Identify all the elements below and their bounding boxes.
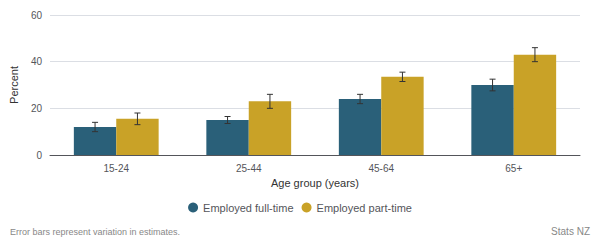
svg-text:Employed full-time: Employed full-time [203,202,293,214]
svg-text:Age group (years): Age group (years) [271,177,359,189]
svg-text:45-64: 45-64 [368,163,394,174]
svg-text:65+: 65+ [505,163,522,174]
svg-text:Employed part-time: Employed part-time [317,202,412,214]
svg-text:60: 60 [31,10,43,21]
svg-text:Error bars represent variation: Error bars represent variation in estima… [10,227,180,237]
svg-text:15-24: 15-24 [103,163,129,174]
svg-text:20: 20 [31,103,43,114]
svg-text:Percent: Percent [8,66,20,104]
svg-text:0: 0 [36,150,42,161]
svg-text:40: 40 [31,56,43,67]
svg-text:Stats NZ: Stats NZ [551,226,590,237]
svg-text:25-44: 25-44 [236,163,262,174]
